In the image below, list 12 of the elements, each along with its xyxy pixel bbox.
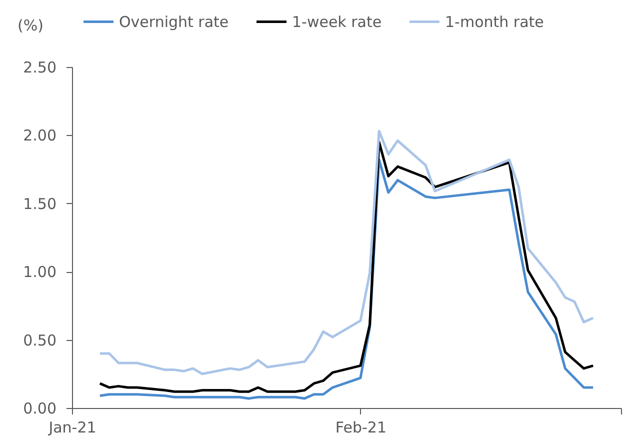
x-tick-label: Feb-21 bbox=[335, 418, 386, 436]
legend-label: 1-week rate bbox=[292, 12, 382, 31]
y-tick-label: 1.50 bbox=[23, 194, 56, 213]
legend-label: Overnight rate bbox=[119, 12, 229, 31]
y-axis-title: (%) bbox=[18, 16, 44, 34]
y-tick-label: 2.50 bbox=[23, 58, 56, 76]
legend-label: 1-month rate bbox=[445, 12, 544, 31]
y-tick-label: 2.00 bbox=[23, 126, 56, 145]
y-tick-label: 0.00 bbox=[23, 400, 56, 418]
y-tick-label: 0.50 bbox=[23, 331, 56, 350]
y-tick-label: 1.00 bbox=[23, 263, 56, 282]
x-tick-label: Jan-21 bbox=[48, 418, 96, 436]
